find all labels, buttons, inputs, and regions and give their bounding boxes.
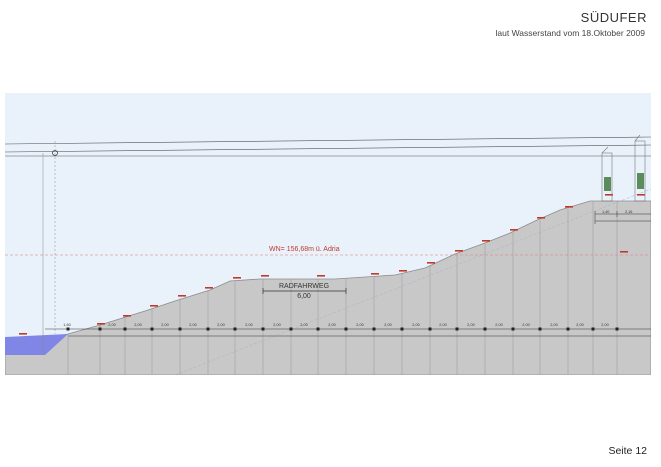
segment-width-labels: 1,60 2,00 2,00 2,00 2,00 2,00 2,00 2,00 … bbox=[63, 323, 608, 327]
dimension-chain bbox=[45, 328, 651, 337]
segment-width: 2,00 bbox=[550, 323, 557, 327]
water-body bbox=[5, 334, 68, 355]
segment-width: 2,00 bbox=[576, 323, 583, 327]
column-lines bbox=[67, 201, 618, 375]
reference-diagonal bbox=[174, 188, 651, 375]
segment-width: 2,00 bbox=[467, 323, 474, 327]
segment-width: 2,00 bbox=[356, 323, 363, 327]
right-width-2: 2,16 bbox=[625, 210, 632, 214]
segment-width: 2,00 bbox=[384, 323, 391, 327]
bike-path-width: 6,00 bbox=[297, 293, 311, 300]
overhead-lines bbox=[5, 136, 651, 157]
page-title: SÜDUFER bbox=[580, 10, 647, 25]
segment-width: 2,00 bbox=[439, 323, 446, 327]
cross-section-drawing: WN= 156,68m ü. Adria 1,40 2,16 RADFAHRWE… bbox=[5, 93, 651, 375]
water-level-label: WN= 156,68m ü. Adria bbox=[269, 246, 340, 253]
segment-width: 2,00 bbox=[328, 323, 335, 327]
right-width-1: 1,40 bbox=[602, 210, 609, 214]
dimension-ticks bbox=[66, 327, 619, 331]
right-dimensions bbox=[594, 211, 651, 224]
ground-profile bbox=[5, 200, 651, 375]
page-subtitle: laut Wasserstand vom 18.Oktober 2009 bbox=[495, 28, 645, 38]
bike-path-label: RADFAHRWEG bbox=[279, 283, 329, 290]
segment-width: 2,00 bbox=[189, 323, 196, 327]
segment-width: 2,00 bbox=[161, 323, 168, 327]
segment-width: 2,00 bbox=[601, 323, 608, 327]
segment-width: 2,00 bbox=[245, 323, 252, 327]
page-number: Seite 12 bbox=[608, 445, 647, 457]
segment-width: 2,00 bbox=[273, 323, 280, 327]
segment-width: 1,60 bbox=[63, 323, 70, 327]
segment-width: 2,00 bbox=[495, 323, 502, 327]
segment-width: 2,00 bbox=[134, 323, 141, 327]
elevation-markers bbox=[19, 194, 645, 335]
segment-width: 2,00 bbox=[300, 323, 307, 327]
segment-width: 2,00 bbox=[522, 323, 529, 327]
segment-width: 2,00 bbox=[108, 323, 115, 327]
bike-path-dimension bbox=[262, 288, 347, 294]
segment-width: 2,00 bbox=[412, 323, 419, 327]
right-poles bbox=[601, 134, 646, 202]
segment-width: 2,00 bbox=[217, 323, 224, 327]
